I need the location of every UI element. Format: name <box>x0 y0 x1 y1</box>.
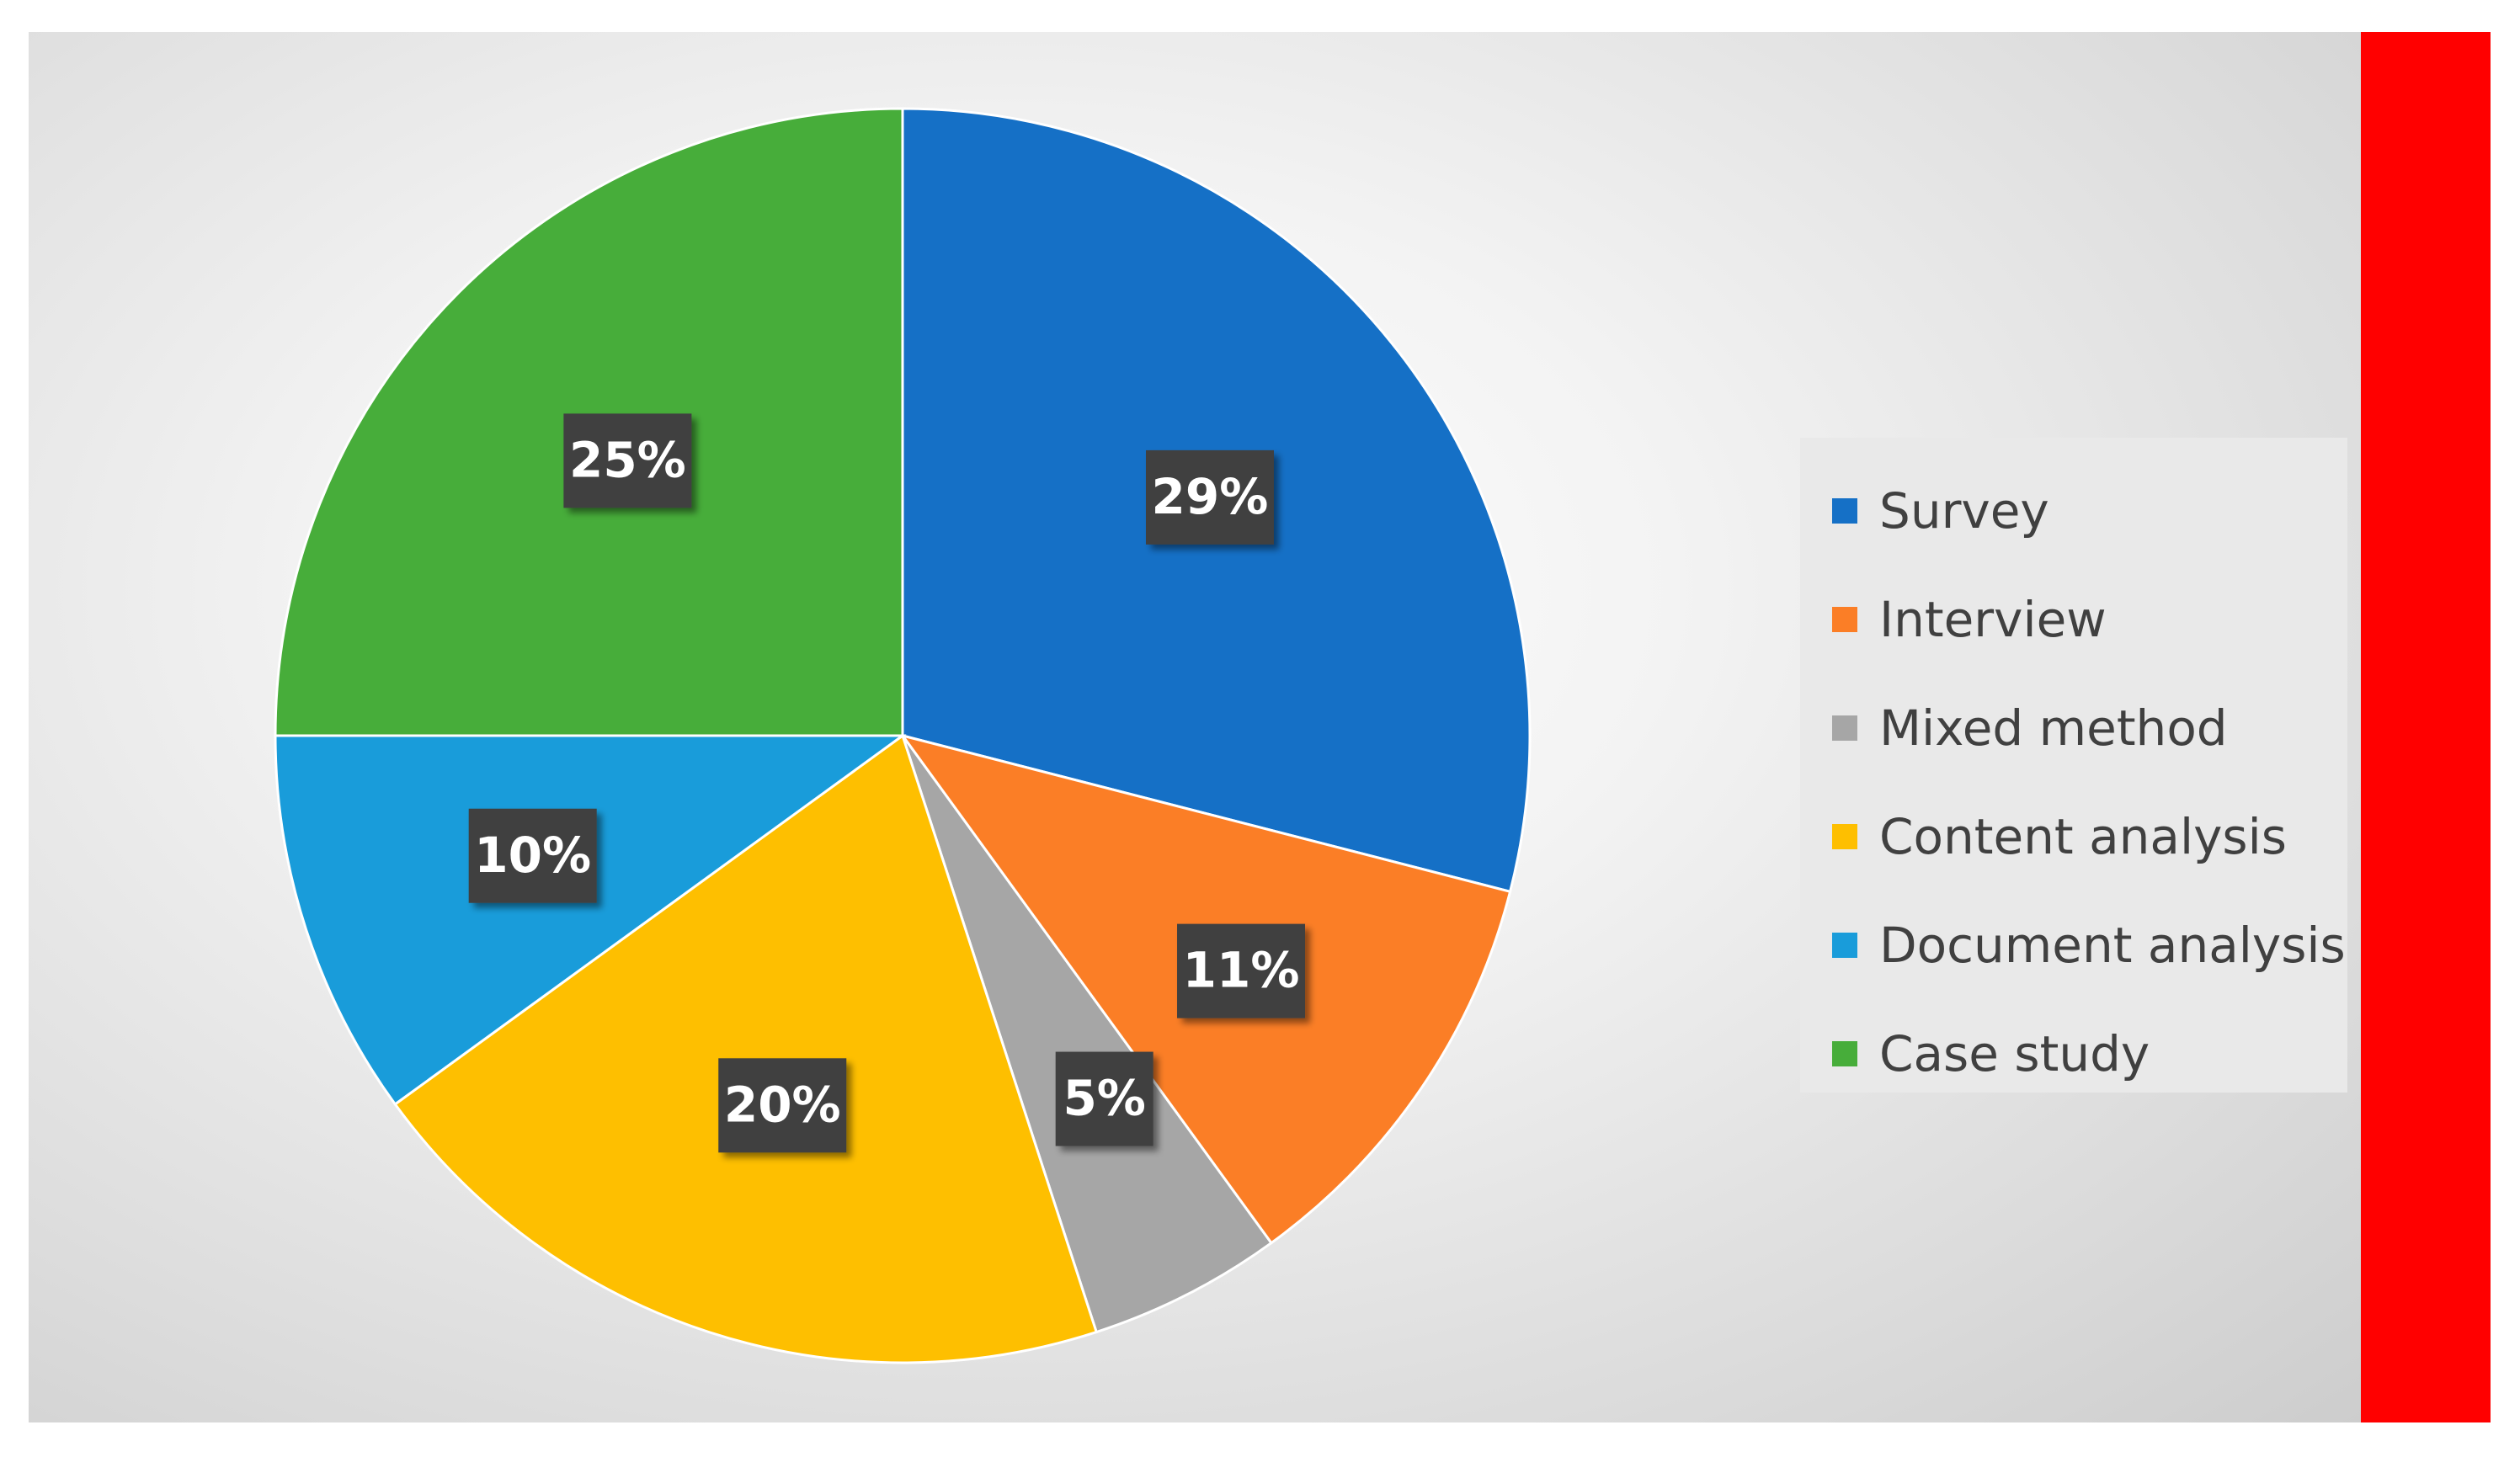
legend-swatch <box>1832 715 1857 741</box>
data-label-box <box>1055 1051 1153 1146</box>
chart-area: 29% 11% 5% 20% 10% 25% Survey Interview Mixed m… <box>29 32 2361 1422</box>
legend-item-interview: Interview <box>1800 565 2347 673</box>
legend-label: Content analysis <box>1879 807 2287 865</box>
data-label-text: 5% <box>1063 1070 1145 1127</box>
data-label-case-study: 25% <box>563 413 692 508</box>
data-label-text: 10% <box>474 827 591 884</box>
legend-label: Interview <box>1879 590 2107 648</box>
data-label-mixed-method: 5% <box>1055 1051 1153 1146</box>
legend-label: Document analysis <box>1879 916 2346 974</box>
legend-item-survey: Survey <box>1800 456 2347 565</box>
legend-label: Mixed method <box>1879 699 2228 757</box>
legend: Survey Interview Mixed method Content analy… <box>1800 438 2347 1093</box>
data-label-interview: 11% <box>1177 923 1306 1018</box>
data-label-box <box>1177 923 1306 1018</box>
pie-slice-document-analysis <box>274 734 907 1106</box>
legend-item-mixed-method: Mixed method <box>1800 673 2347 782</box>
data-label-box <box>718 1058 847 1153</box>
legend-item-content-analysis: Content analysis <box>1800 782 2347 891</box>
legend-label: Case study <box>1879 1024 2150 1082</box>
data-label-text: 25% <box>569 431 686 488</box>
data-label-text: 11% <box>1183 942 1300 999</box>
data-label-survey: 29% <box>1145 449 1274 545</box>
data-label-box <box>468 808 597 903</box>
pie-slice-mixed-method <box>901 735 1273 1334</box>
legend-item-document-analysis: Document analysis <box>1800 891 2347 999</box>
pie-slice-content-analysis <box>393 733 1099 1364</box>
pie-slices <box>274 107 1532 1364</box>
legend-item-case-study: Case study <box>1800 999 2347 1108</box>
legend-label: Survey <box>1879 481 2049 540</box>
data-label-box <box>1145 449 1274 545</box>
data-label-text: 20% <box>724 1076 841 1133</box>
legend-swatch <box>1832 497 1857 524</box>
data-label-document-analysis: 10% <box>468 808 597 903</box>
data-label-box <box>563 413 692 508</box>
data-label-content-analysis: 20% <box>718 1058 847 1153</box>
red-side-bar <box>2361 32 2491 1422</box>
pie-chart: 29% 11% 5% 20% 10% 25% <box>274 107 1532 1364</box>
pie-data-labels: 29% 11% 5% 20% 10% 25% <box>468 413 1306 1153</box>
legend-swatch <box>1832 932 1857 958</box>
legend-swatch <box>1832 606 1857 632</box>
legend-swatch <box>1832 1040 1857 1066</box>
legend-swatch <box>1832 823 1857 849</box>
data-label-text: 29% <box>1152 468 1269 525</box>
